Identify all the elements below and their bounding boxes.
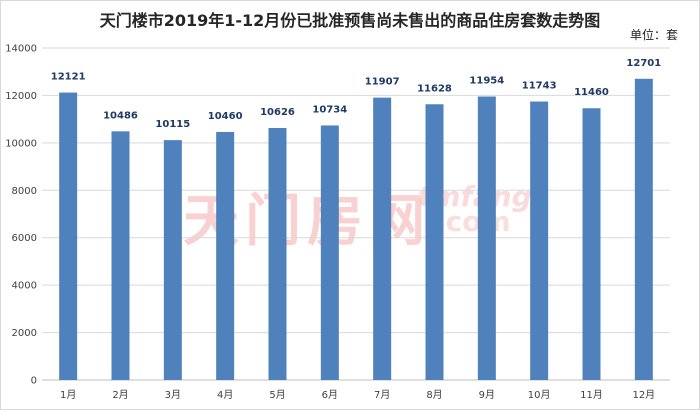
y-tick-label: 14000	[5, 44, 37, 55]
data-label: 11460	[574, 87, 609, 98]
unit-label: 单位：套	[629, 28, 678, 42]
bar	[634, 78, 653, 380]
bar	[320, 125, 339, 380]
y-tick-label: 10000	[5, 138, 37, 149]
y-tick-label: 0	[31, 376, 37, 387]
data-label: 11907	[365, 77, 400, 88]
x-tick-label: 3月	[165, 389, 181, 401]
data-label: 12121	[51, 72, 86, 83]
y-tick-label: 12000	[5, 91, 37, 102]
data-label: 11954	[469, 76, 504, 87]
bar	[163, 140, 182, 380]
bar	[373, 97, 392, 380]
y-tick-label: 6000	[12, 233, 37, 244]
data-label: 12701	[626, 58, 661, 69]
bar	[268, 128, 287, 380]
data-label: 11743	[522, 81, 557, 92]
x-tick-label: 2月	[112, 389, 128, 401]
data-label: 11628	[417, 83, 452, 94]
data-label: 10460	[208, 111, 243, 122]
y-tick-label: 4000	[12, 281, 37, 292]
bar	[111, 131, 130, 380]
bar	[530, 101, 549, 381]
x-tick-label: 9月	[479, 389, 495, 401]
bar	[425, 104, 444, 381]
y-tick-label: 8000	[12, 186, 37, 197]
bar	[216, 131, 235, 380]
x-tick-label: 1月	[60, 389, 76, 401]
bar	[59, 92, 78, 380]
x-tick-label: 12月	[632, 389, 655, 401]
data-label: 10734	[312, 104, 347, 115]
y-tick-label: 2000	[12, 328, 37, 339]
data-label: 10486	[103, 110, 138, 121]
bar	[477, 96, 496, 380]
data-label: 10626	[260, 107, 295, 118]
x-tick-label: 11月	[580, 389, 603, 401]
bar	[582, 108, 601, 380]
x-tick-label: 6月	[322, 389, 338, 401]
data-label: 10115	[155, 119, 190, 130]
chart-title: 天门楼市2019年1-12月份已批准预售尚未售出的商品住房套数走势图	[99, 11, 601, 30]
x-tick-label: 8月	[426, 389, 442, 401]
x-tick-label: 7月	[374, 389, 390, 401]
x-tick-label: 5月	[269, 389, 285, 401]
x-tick-label: 10月	[528, 389, 551, 401]
x-tick-label: 4月	[217, 389, 233, 401]
watermark-domain-suffix: .com	[435, 205, 511, 238]
